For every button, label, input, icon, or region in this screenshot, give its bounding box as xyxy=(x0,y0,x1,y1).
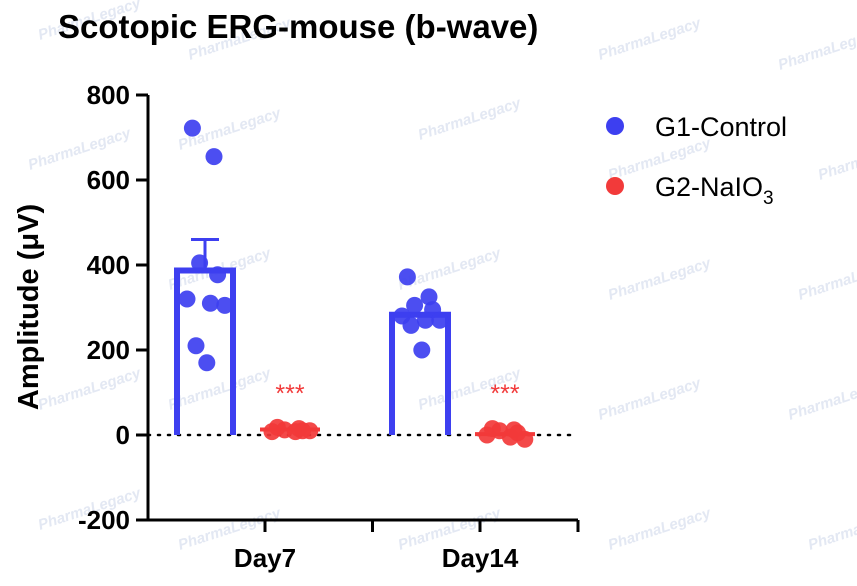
chart-title: Scotopic ERG-mouse (b-wave) xyxy=(58,8,538,45)
y-tick-label: -200 xyxy=(78,505,130,535)
data-point-G1-Control-Day14 xyxy=(431,311,449,329)
bar-layer xyxy=(174,238,535,437)
watermark-text: PharmaLegacy xyxy=(596,14,703,63)
legend-label-g2-naio3: G2-NaIO3 xyxy=(655,172,774,209)
data-point-G2-NaIO3-Day14 xyxy=(478,426,496,444)
watermark-text: PharmaLegacy xyxy=(796,254,857,303)
data-point-G1-Control-Day7 xyxy=(187,337,205,355)
y-tick-label: 200 xyxy=(87,335,130,365)
watermark-text: PharmaLegacy xyxy=(166,364,273,413)
watermark-text: PharmaLegacy xyxy=(36,364,143,413)
data-point-G1-Control-Day7 xyxy=(205,148,223,166)
data-point-G1-Control-Day7 xyxy=(191,254,209,272)
watermark-text: PharmaLegacy xyxy=(396,244,503,293)
data-point-G2-NaIO3-Day7 xyxy=(263,423,281,441)
data-point-G2-NaIO3-Day7 xyxy=(286,423,304,441)
data-point-G2-NaIO3-Day14 xyxy=(501,428,519,446)
watermark-text: PharmaLegacy xyxy=(806,504,857,553)
watermark-text: PharmaLegacy xyxy=(606,504,713,553)
data-point-G1-Control-Day14 xyxy=(420,288,438,306)
y-axis: -200 0 200 400 600 800 xyxy=(78,80,150,535)
data-point-G1-Control-Day7 xyxy=(209,266,227,284)
data-point-G2-NaIO3-Day7 xyxy=(301,422,319,440)
legend-label-g1-control: G1-Control xyxy=(655,112,787,142)
legend-label-g2-naio3-subscript: 3 xyxy=(763,188,774,209)
data-point-G1-Control-Day14 xyxy=(413,341,431,359)
legend: G1-Control G2-NaIO3 xyxy=(606,112,787,209)
annotation-layer: *** *** xyxy=(275,380,519,408)
watermark-text: PharmaLegacy xyxy=(596,374,703,423)
data-point-G1-Control-Day14 xyxy=(402,316,420,334)
watermark-text: PharmaLegacy xyxy=(776,24,857,73)
x-tick-label: Day7 xyxy=(234,543,296,573)
watermark-text: PharmaLegacy xyxy=(416,94,523,143)
y-tick-label: 600 xyxy=(87,165,130,195)
significance-marker: *** xyxy=(490,380,519,408)
legend-label-g1-control-main: G1-Control xyxy=(655,112,787,142)
watermark-text: PharmaLegacy xyxy=(606,254,713,303)
legend-marker-g1-control xyxy=(606,117,624,135)
legend-label-g2-naio3-main: G2-NaIO xyxy=(655,172,763,202)
data-point-G1-Control-Day7 xyxy=(198,354,216,372)
data-point-G1-Control-Day7 xyxy=(183,119,201,137)
data-point-G1-Control-Day14 xyxy=(398,268,416,286)
x-axis: Day7 Day14 xyxy=(146,433,580,573)
legend-marker-g2-naio3 xyxy=(606,177,624,195)
data-point-G1-Control-Day14 xyxy=(416,311,434,329)
data-point-G2-NaIO3-Day14 xyxy=(516,430,534,448)
watermark-layer: PharmaLegacy PharmaLegacy PharmaLegacy Phar… xyxy=(26,0,857,554)
watermark-text: PharmaLegacy xyxy=(786,374,857,423)
x-tick-label: Day14 xyxy=(442,543,519,573)
data-point-G1-Control-Day7 xyxy=(178,290,196,308)
bar-G1-Control-Day14 xyxy=(389,311,451,435)
point-layer xyxy=(178,119,534,448)
data-point-G1-Control-Day7 xyxy=(201,294,219,312)
y-axis-label: Amplitude (μV) xyxy=(13,204,45,410)
y-tick-label: 0 xyxy=(116,420,130,450)
data-point-G1-Control-Day7 xyxy=(216,296,234,314)
data-point-G1-Control-Day14 xyxy=(406,296,424,314)
watermark-text: PharmaLegacy xyxy=(816,134,857,183)
significance-marker: *** xyxy=(275,380,304,408)
y-tick-label: 400 xyxy=(87,250,130,280)
y-tick-label: 800 xyxy=(87,80,130,110)
